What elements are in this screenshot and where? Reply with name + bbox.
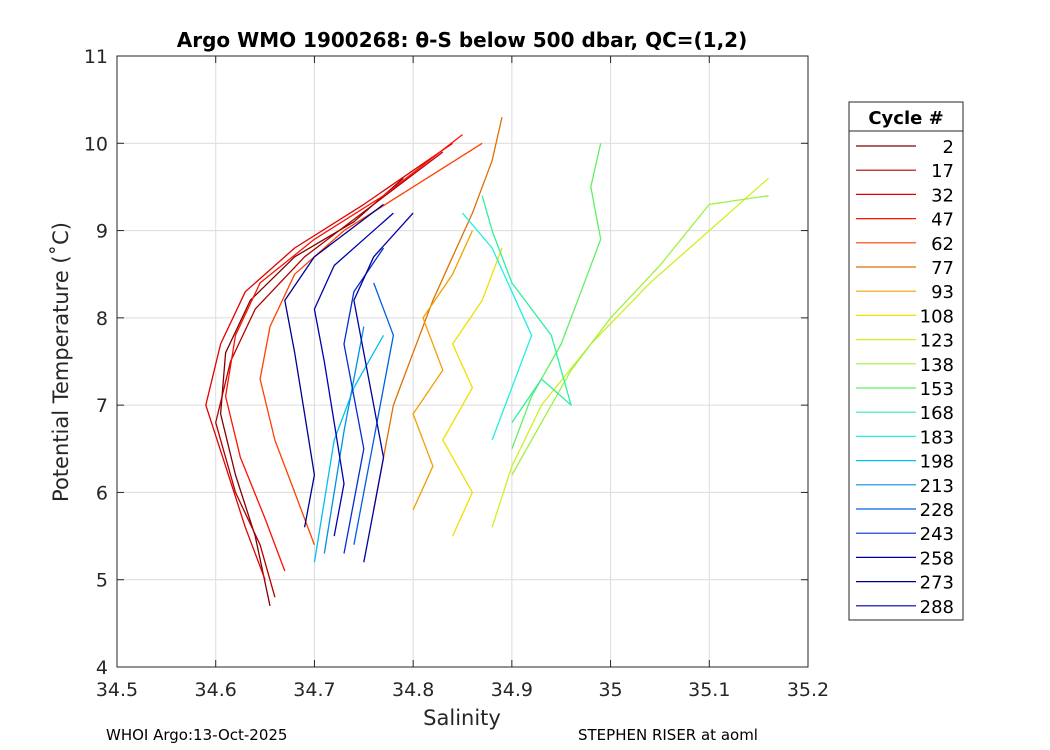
series-line-cycle-138 xyxy=(511,195,769,476)
series-line-cycle-273 xyxy=(284,203,384,528)
legend-label: 288 xyxy=(920,597,954,618)
legend-label: 47 xyxy=(931,210,954,231)
legend-label: 108 xyxy=(920,306,954,327)
series-line-cycle-228 xyxy=(353,282,395,545)
legend-label: 123 xyxy=(920,331,954,352)
y-tick-label: 7 xyxy=(96,395,108,417)
legend: Cycle # 2 17 32 47 62 77 93 108 123 138 153 168 183 1… xyxy=(848,101,964,621)
legend-title: Cycle # xyxy=(868,108,943,129)
series-group xyxy=(205,116,769,607)
legend-label: 77 xyxy=(931,258,954,279)
series-line-cycle-108 xyxy=(442,247,503,537)
x-axis-label: Salinity xyxy=(423,706,501,730)
y-tick-label: 10 xyxy=(84,133,108,155)
series-line-cycle-62 xyxy=(259,142,483,546)
x-tick-label: 35.2 xyxy=(787,679,829,701)
y-tick-label: 8 xyxy=(96,308,108,330)
x-tick-label: 34.8 xyxy=(392,679,434,701)
legend-label: 168 xyxy=(920,403,954,424)
legend-label: 198 xyxy=(920,452,954,473)
footer-left: WHOI Argo:13-Oct-2025 xyxy=(106,726,288,744)
series-line-cycle-198 xyxy=(313,334,385,563)
series-line-cycle-183 xyxy=(462,212,533,441)
y-tick-label: 5 xyxy=(96,570,108,592)
legend-label: 62 xyxy=(931,234,954,255)
legend-label: 273 xyxy=(920,573,954,594)
series-line-cycle-93 xyxy=(412,230,473,511)
y-tick-label: 6 xyxy=(96,482,108,504)
y-tick-label: 4 xyxy=(96,657,108,679)
plot-area-border xyxy=(116,55,809,668)
legend-entries: 2 17 32 47 62 77 93 108 123 138 153 168 183 198 213 228… xyxy=(856,137,954,618)
legend-label: 213 xyxy=(920,476,954,497)
x-tick-label: 34.7 xyxy=(293,679,335,701)
x-tick-label: 34.6 xyxy=(195,679,237,701)
series-line-cycle-288 xyxy=(353,212,414,563)
grid-lines xyxy=(117,56,808,667)
legend-label: 258 xyxy=(920,548,954,569)
footer-right: STEPHEN RISER at aoml xyxy=(578,726,758,744)
series-line-cycle-213 xyxy=(323,326,365,554)
legend-label: 243 xyxy=(920,524,954,545)
legend-label: 138 xyxy=(920,355,954,376)
series-line-cycle-258 xyxy=(313,212,394,537)
x-tick-label: 35.1 xyxy=(688,679,730,701)
axis-ticks: 34.5 34.6 34.7 34.8 34.9 35 35.1 35.2 4 5 6 7 8 9 10 11 xyxy=(84,46,829,701)
x-tick-label: 35 xyxy=(598,679,622,701)
y-tick-label: 9 xyxy=(96,221,108,243)
series-line-cycle-47 xyxy=(224,134,463,572)
series-line-cycle-32 xyxy=(205,142,453,580)
x-tick-label: 34.5 xyxy=(96,679,138,701)
series-line-cycle-168 xyxy=(481,195,572,423)
legend-label: 153 xyxy=(920,379,954,400)
chart-title: Argo WMO 1900268: θ-S below 500 dbar, QC… xyxy=(177,28,747,52)
series-line-cycle-243 xyxy=(343,247,385,554)
legend-label: 93 xyxy=(931,282,954,303)
y-tick-label: 11 xyxy=(84,46,108,68)
series-line-cycle-153 xyxy=(511,143,602,450)
series-line-cycle-77 xyxy=(373,116,503,511)
legend-label: 2 xyxy=(943,137,954,158)
x-tick-label: 34.9 xyxy=(491,679,533,701)
series-line-cycle-2 xyxy=(219,177,404,607)
y-axis-label: Potential Temperature (˚C) xyxy=(49,222,73,502)
legend-label: 228 xyxy=(920,500,954,521)
legend-label: 183 xyxy=(920,427,954,448)
legend-label: 17 xyxy=(931,161,954,182)
legend-label: 32 xyxy=(931,185,954,206)
series-line-cycle-17 xyxy=(215,151,444,598)
